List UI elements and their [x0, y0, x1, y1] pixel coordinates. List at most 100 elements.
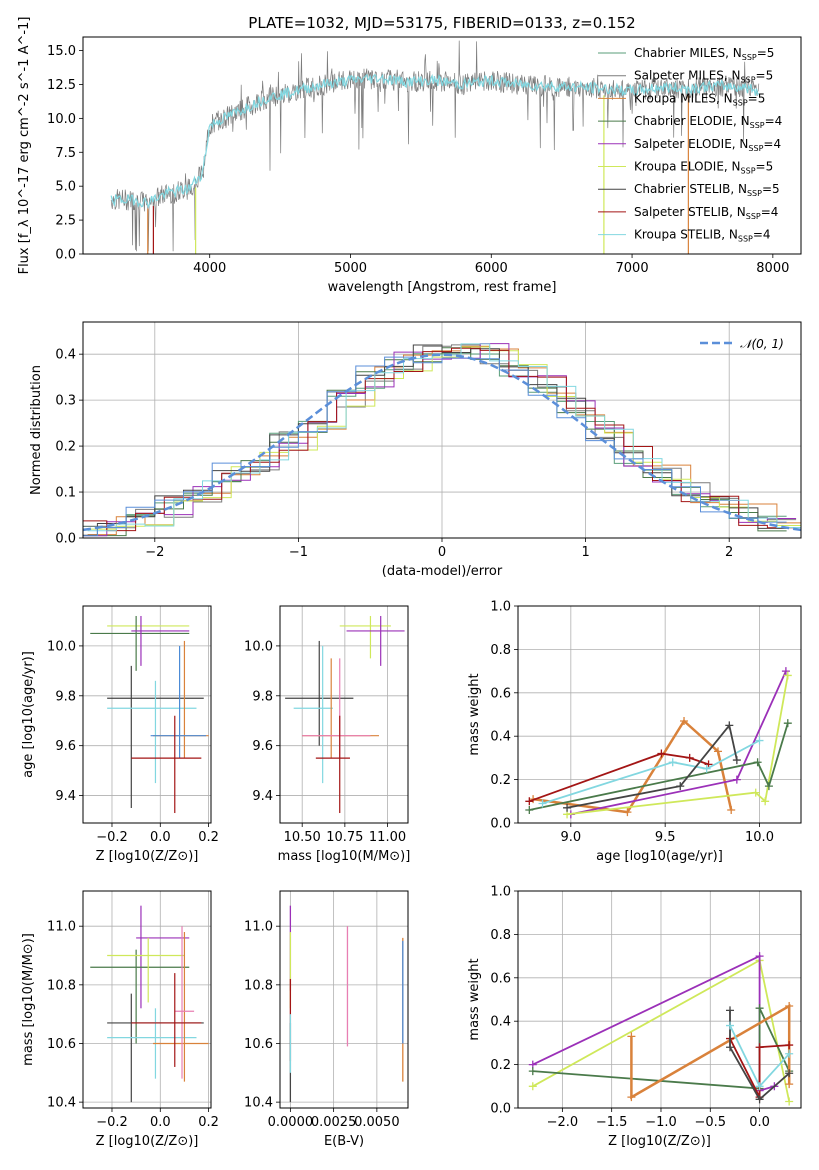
- y-axis-label: mass [log10(M/M⊙)]: [21, 933, 36, 1066]
- x-tick-label: 0.0: [150, 830, 171, 845]
- y-tick-label: 10.0: [47, 112, 76, 127]
- x-tick-label: 9.0: [560, 830, 581, 845]
- weight-point-kroupa_miles: [627, 1093, 636, 1102]
- axes-frame: [82, 321, 802, 539]
- axes-frame: [279, 605, 409, 824]
- x-tick-label: 0.2: [198, 830, 219, 845]
- legend-entry-4: Chabrier ELODIE, NSSP=4: [634, 114, 782, 130]
- y-tick-label: 7.5: [55, 146, 76, 161]
- y-tick-label: 10.8: [47, 978, 76, 993]
- y-tick-label: 0.3: [55, 394, 76, 409]
- axes-mass_vs_Z: −0.2 0.0 0.2 10.4 10.6 10.8 11.0 Z [log10(Z/Z⊙)…: [21, 890, 219, 1149]
- axes-age_vs_mass: 10.50 10.75 11.00 9.4 9.6 9.8 10.0 mass [log10(…: [244, 605, 411, 864]
- axes-spectrum: 4000 5000 6000 7000 8000 0.0 2.5 5.0 7.5 10.0 12.5…: [17, 17, 802, 295]
- x-tick-label: 0.0000: [268, 1115, 314, 1130]
- x-tick-label: 10.50: [284, 830, 321, 845]
- axes-age_vs_Z: −0.2 0.0 0.2 9.4 9.6 9.8 10.0 Z [log10(Z/Z⊙)] ag…: [21, 605, 219, 864]
- weight-line-chabrier_stelib: [566, 723, 738, 809]
- histogram-step-4: [83, 347, 787, 537]
- x-tick-label: 0.0: [150, 1115, 171, 1130]
- legend-entry-7: Chabrier STELIB, NSSP=5: [634, 182, 780, 198]
- y-tick-label: 10.4: [47, 1096, 76, 1111]
- histogram-step-7: [83, 344, 787, 536]
- y-tick-label: 0.2: [490, 1058, 511, 1073]
- x-tick-label: 0.2: [198, 1115, 219, 1130]
- weight-point-chabrier_stelib: [676, 782, 685, 791]
- legend-entry-9: Kroupa STELIB, NSSP=4: [634, 228, 771, 244]
- histogram-step-3: [87, 345, 801, 536]
- x-tick-label: 11.00: [369, 830, 406, 845]
- y-tick-label: 0.0: [55, 248, 76, 263]
- axes-frame: [279, 890, 409, 1109]
- weight-point-kroupa_miles: [727, 805, 736, 814]
- weight-point-kroupa_elodie: [783, 671, 792, 680]
- y-tick-label: 10.6: [244, 1037, 273, 1052]
- x-axis-label: wavelength [Angstrom, rest frame]: [328, 280, 557, 295]
- plot-layer: 4000 5000 6000 7000 80000.02.55.07.510.012.5…: [17, 17, 802, 1149]
- x-tick-label: 4000: [193, 261, 226, 276]
- y-tick-label: 0.8: [490, 643, 511, 658]
- y-tick-label: 9.4: [252, 789, 273, 804]
- weight-point-chabrier_stelib: [755, 1095, 764, 1104]
- y-tick-label: 0.1: [55, 486, 76, 501]
- x-tick-label: 1: [581, 545, 589, 560]
- legend-entry-8: Salpeter STELIB, NSSP=4: [634, 205, 778, 221]
- axes-frame: [82, 36, 802, 255]
- plot-area: [289, 905, 404, 1103]
- plot-area: [83, 343, 801, 537]
- weight-line-salpeter_stelib: [729, 1038, 790, 1098]
- weight-point-kroupa_elodie: [761, 797, 770, 806]
- x-tick-label: 6000: [475, 261, 508, 276]
- y-tick-label: 9.6: [55, 739, 76, 754]
- y-tick-label: 11.0: [47, 920, 76, 935]
- weight-point-salpeter_elodie: [781, 667, 790, 676]
- y-tick-label: 12.5: [47, 78, 76, 93]
- weight-line-salpeter_elodie: [532, 954, 775, 1092]
- weight-point-kroupa_stelib: [755, 1082, 764, 1091]
- weight-point-kroupa_stelib: [785, 1049, 794, 1058]
- y-tick-label: 0.0: [490, 817, 511, 832]
- y-tick-label: 10.8: [244, 978, 273, 993]
- plot-area: [525, 667, 792, 819]
- y-tick-label: 0.4: [490, 730, 511, 745]
- plot-area: [528, 952, 794, 1106]
- weight-point-chabrier_elodie: [783, 719, 792, 728]
- legend-entry-6: Kroupa ELODIE, NSSP=5: [634, 160, 773, 176]
- weight-point-salpeter_elodie: [755, 952, 764, 961]
- x-axis-label: E(B-V): [324, 1134, 364, 1149]
- weight-point-salpeter_stelib: [525, 797, 534, 806]
- y-axis-label: age [log10(age/yr)]: [21, 651, 36, 778]
- legend-entry-3: Kroupa MILES, NSSP=5: [634, 91, 765, 107]
- legend-entry-5: Salpeter ELODIE, NSSP=4: [634, 137, 781, 153]
- weight-point-kroupa_stelib: [755, 736, 764, 745]
- weight-point-kroupa_stelib: [668, 758, 677, 767]
- figure-title: PLATE=1032, MJD=53175, FIBERID=0133, z=0…: [248, 14, 635, 32]
- x-tick-label: 5000: [334, 261, 367, 276]
- x-axis-label: Z [log10(Z/Z⊙)]: [96, 1134, 199, 1149]
- x-axis-label: mass [log10(M/M⊙)]: [278, 849, 411, 864]
- plot-area: [90, 905, 209, 1103]
- y-tick-label: 0.8: [490, 928, 511, 943]
- weight-point-chabrier_stelib: [563, 803, 572, 812]
- y-tick-label: 9.4: [55, 789, 76, 804]
- weight-point-kroupa_miles: [713, 747, 722, 756]
- weight-point-kroupa_miles: [623, 808, 632, 817]
- plot-area: [110, 40, 760, 254]
- weight-point-chabrier_elodie: [755, 1004, 764, 1013]
- weight-point-kroupa_miles: [680, 717, 689, 726]
- weight-point-salpeter_stelib: [755, 1043, 764, 1052]
- y-tick-label: 0.6: [490, 686, 511, 701]
- x-tick-label: 2: [725, 545, 733, 560]
- weight-point-chabrier_stelib: [726, 1006, 735, 1015]
- plot-area: [285, 615, 405, 814]
- x-tick-label: −2.0: [547, 1115, 579, 1130]
- x-tick-label: 10.0: [745, 830, 774, 845]
- x-tick-label: 0: [438, 545, 446, 560]
- weight-point-kroupa_stelib: [538, 799, 547, 808]
- y-axis-label: mass weight: [467, 958, 482, 1040]
- y-axis-label: Normed distribution: [29, 365, 44, 495]
- histogram-step-1: [83, 352, 787, 528]
- x-axis-label: (data-model)/error: [382, 564, 503, 579]
- weight-line-kroupa_stelib: [542, 739, 760, 805]
